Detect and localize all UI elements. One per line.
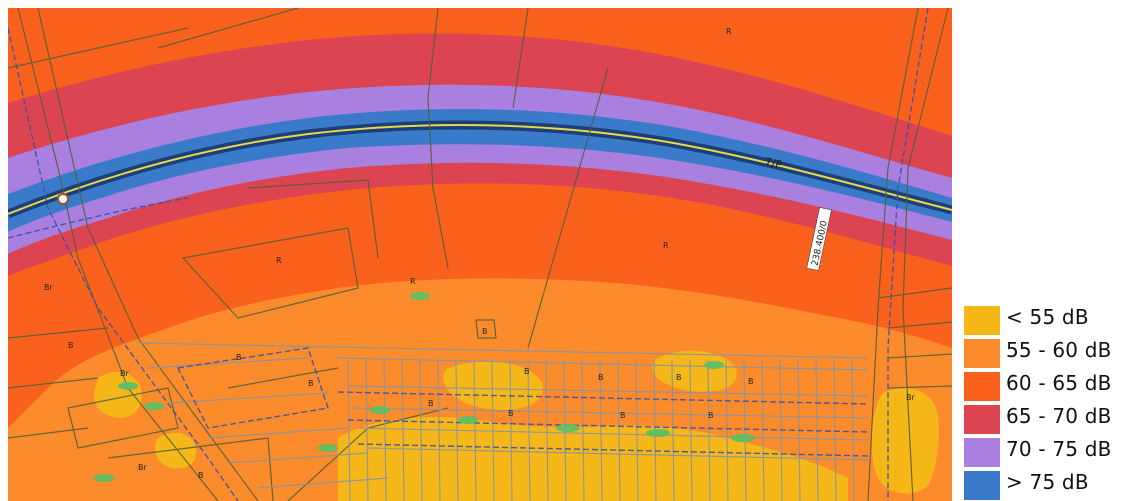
parcel-label: R	[410, 277, 416, 286]
legend-label: 70 - 75 dB	[1006, 437, 1112, 461]
legend-swatch	[964, 372, 1000, 401]
parcel-label: B	[598, 373, 604, 382]
parcel-label: B	[236, 353, 242, 362]
noise-legend: < 55 dB 55 - 60 dB 60 - 65 dB 65 - 70 dB…	[962, 303, 1139, 501]
road-label: 7/P	[763, 155, 783, 171]
legend-swatch	[964, 438, 1000, 467]
legend-label: < 55 dB	[1006, 305, 1089, 329]
parcel-label: Br	[138, 463, 147, 472]
legend-swatch	[964, 405, 1000, 434]
parcel-label: B	[524, 367, 530, 376]
legend-swatch	[964, 339, 1000, 368]
legend-label: > 75 dB	[1006, 470, 1089, 494]
legend-item: 60 - 65 dB	[962, 369, 1139, 402]
parcel-label: B	[620, 411, 626, 420]
parcel-label: B	[708, 411, 714, 420]
parcel-label: B	[428, 399, 434, 408]
parcel-label: Br	[906, 393, 915, 402]
parcel-label: R	[276, 256, 282, 265]
junction-marker[interactable]	[57, 193, 69, 205]
vegetation-markers	[94, 292, 755, 482]
parcel-label: Br	[44, 283, 53, 292]
legend-item: 65 - 70 dB	[962, 402, 1139, 435]
parcel-lines	[8, 8, 952, 501]
parcel-label: B	[748, 377, 754, 386]
noise-map[interactable]: 7/P 238.400/0 R R R R Br Br Br Br B B B B B B B B B B B B B	[8, 8, 952, 501]
legend-item: 55 - 60 dB	[962, 336, 1139, 369]
legend-item: 70 - 75 dB	[962, 435, 1139, 468]
parcel-label: B	[198, 471, 204, 480]
parcel-label: B	[482, 327, 488, 336]
legend-item: > 75 dB	[962, 468, 1139, 501]
parcel-label: B	[676, 373, 682, 382]
legend-swatch	[964, 471, 1000, 500]
parcel-labels: R R R R Br Br Br Br B B B B B B B B B B B B B	[44, 27, 915, 480]
parcel-label: R	[726, 27, 732, 36]
parcel-label: R	[663, 241, 669, 250]
legend-label: 60 - 65 dB	[1006, 371, 1112, 395]
zone-70-75	[8, 84, 952, 255]
parcel-label: Br	[120, 369, 129, 378]
legend-label: 65 - 70 dB	[1006, 404, 1112, 428]
parcel-label: B	[508, 409, 514, 418]
parcel-label: B	[308, 379, 314, 388]
legend-swatch	[964, 306, 1000, 335]
legend-item: < 55 dB	[962, 303, 1139, 336]
legend-label: 55 - 60 dB	[1006, 338, 1112, 362]
parcel-label: B	[68, 341, 74, 350]
road-centerline	[8, 124, 952, 215]
plot-grid	[137, 342, 869, 501]
boundary-lines	[8, 8, 929, 501]
